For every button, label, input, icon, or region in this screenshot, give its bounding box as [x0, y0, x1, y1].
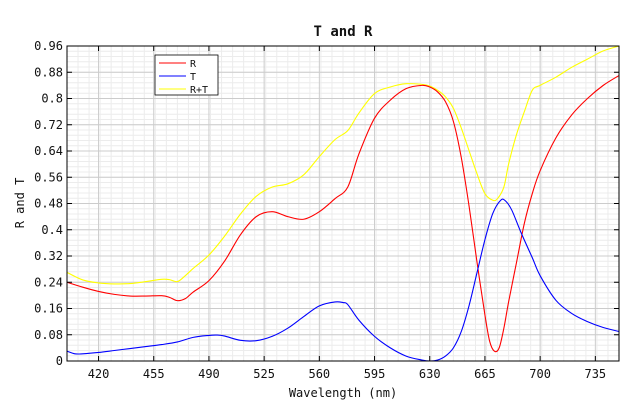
x-tick-label: 560 — [308, 367, 330, 381]
legend: RT R+T — [154, 54, 219, 96]
y-tick-label: 0 — [56, 354, 63, 368]
y-tick-label: 0.32 — [34, 249, 63, 263]
series-line-r — [66, 75, 620, 353]
x-tick-label: 525 — [253, 367, 275, 381]
y-tick-label: 0.16 — [34, 302, 63, 316]
y-tick-label: 0.48 — [34, 197, 63, 211]
legend-label: T — [190, 72, 196, 83]
x-tick-label: 630 — [419, 367, 441, 381]
grid-lines — [66, 45, 620, 362]
y-tick-label: 0.08 — [34, 328, 63, 342]
x-tick-label: 420 — [88, 367, 110, 381]
x-tick-label: 735 — [584, 367, 606, 381]
series-lines — [66, 45, 620, 362]
y-tick-label: 0.96 — [34, 39, 63, 53]
legend-label: R — [190, 59, 197, 70]
y-tick-label: 0.56 — [34, 170, 63, 184]
x-axis-title: Wavelength (nm) — [289, 386, 397, 400]
y-tick-label: 0.4 — [41, 223, 63, 237]
y-tick-label: 0.72 — [34, 118, 63, 132]
y-tick-label: 0.8 — [41, 92, 63, 106]
x-tick-label: 700 — [529, 367, 551, 381]
legend-box — [154, 54, 219, 96]
legend-label: R+T — [190, 85, 208, 96]
series-line-r-t — [66, 45, 620, 285]
x-tick-label: 665 — [474, 367, 496, 381]
x-tick-label: 595 — [364, 367, 386, 381]
x-tick-label: 490 — [198, 367, 220, 381]
axis-ticks: 420 455 490 525 560 595 630 665 700 735 0 0.08 0.16 0… — [34, 39, 619, 381]
chart-title: T and R — [313, 24, 373, 40]
y-tick-label: 0.88 — [34, 65, 63, 79]
y-tick-label: 0.64 — [34, 144, 63, 158]
y-axis-title: R and T — [13, 178, 27, 229]
series-line-t — [66, 198, 620, 362]
x-tick-label: 455 — [143, 367, 165, 381]
y-tick-label: 0.24 — [34, 275, 63, 289]
